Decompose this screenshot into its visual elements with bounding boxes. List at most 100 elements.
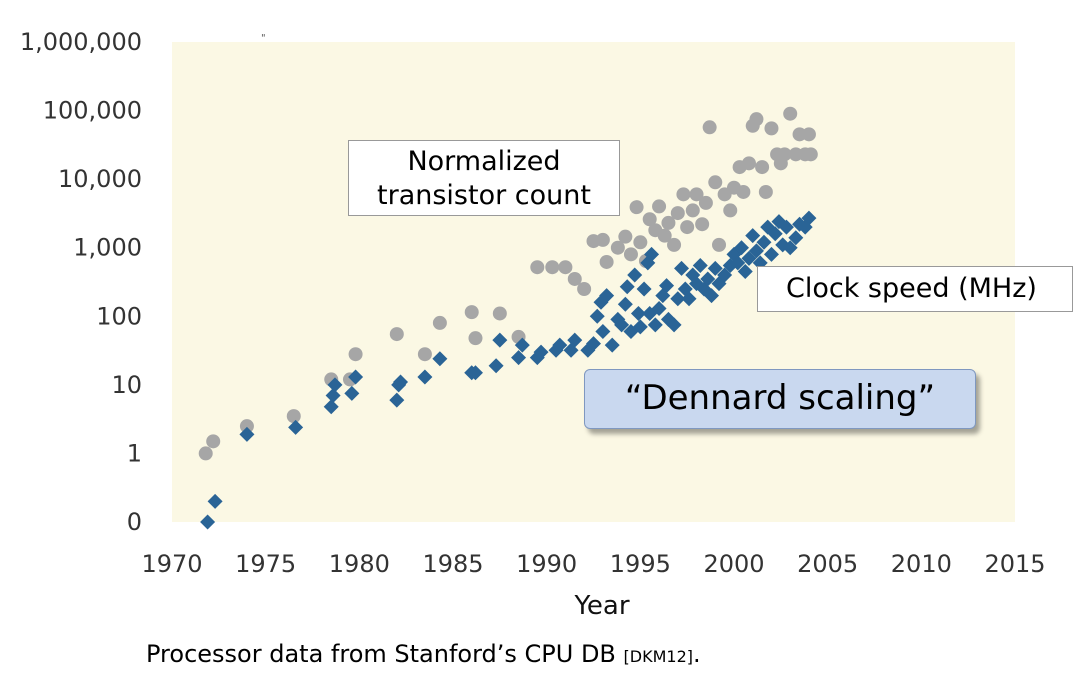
clock-speed-point: [733, 240, 749, 256]
transistor-count-annotation: Normalized transistor count: [348, 140, 620, 216]
dennard-scaling-callout: “Dennard scaling”: [584, 369, 976, 429]
clock-speed-point: [674, 260, 690, 276]
transistor-count-point: [764, 121, 779, 136]
clock-speed-point: [614, 317, 630, 333]
clock-speed-point: [647, 317, 663, 333]
clock-speed-point: [200, 514, 216, 530]
clock-speed-point: [704, 288, 720, 304]
clock-speed-point: [763, 246, 779, 262]
clock-speed-point: [599, 288, 615, 304]
transistor-count-point: [545, 260, 560, 275]
transistor-count-point: [803, 147, 818, 162]
transistor-count-point: [801, 127, 816, 142]
y-tick-label: 1: [127, 439, 142, 467]
clock-speed-point: [417, 369, 433, 385]
clock-speed-point: [745, 228, 761, 244]
x-tick-label: 1990: [516, 550, 577, 578]
clock-speed-point: [756, 234, 772, 250]
transistor-count-point: [610, 240, 625, 255]
transistor-count-point: [567, 271, 582, 286]
annotation-line: Normalized: [407, 146, 561, 177]
transistor-count-point: [432, 315, 447, 330]
clock-speed-point: [207, 493, 223, 509]
transistor-count-point: [667, 237, 682, 252]
annotation-line: transistor count: [377, 180, 591, 211]
clock-speed-point: [323, 399, 339, 415]
clock-speed-annotation: Clock speed (MHz): [757, 266, 1073, 312]
clock-speed-point: [344, 385, 360, 401]
clock-speed-point: [707, 260, 723, 276]
transistor-count-point: [708, 175, 723, 190]
clock-speed-point: [640, 255, 656, 271]
x-axis: 1970 1975 1980 1985 1990 1995 2000 2005 2010 2015: [141, 550, 1045, 578]
transistor-count-point: [558, 260, 573, 275]
transistor-count-point: [652, 199, 667, 214]
caption-end: .: [693, 640, 701, 668]
y-tick-label: 0: [127, 508, 142, 536]
clock-speed-point: [666, 317, 682, 333]
clock-speed-point: [651, 300, 667, 316]
transistor-count-point: [777, 147, 792, 162]
clock-speed-point: [788, 230, 804, 246]
clock-speed-point: [644, 246, 660, 262]
transistor-count-point: [286, 409, 301, 424]
clock-speed-point: [595, 323, 611, 339]
transistor-count-point: [695, 217, 710, 232]
clock-speed-point: [636, 281, 652, 297]
clock-speed-point: [586, 336, 601, 352]
clock-speed-point: [717, 267, 733, 283]
clock-speed-point: [632, 319, 648, 335]
transistor-count-point: [464, 305, 479, 320]
clock-speed-point: [325, 387, 341, 403]
x-tick-label: 2005: [797, 550, 858, 578]
clock-speed-point: [533, 344, 549, 360]
x-axis-title: Year: [573, 591, 629, 621]
clock-speed-point: [692, 258, 708, 274]
clock-speed-point: [767, 226, 783, 242]
stray-mark: ": [261, 33, 266, 44]
x-tick-label: 1995: [610, 550, 671, 578]
figure-caption: Processor data from Stanford’s CPU DB [D…: [146, 640, 701, 668]
clock-speed-point: [801, 210, 817, 226]
y-tick-label: 1,000,000: [20, 28, 142, 56]
transistor-count-point: [599, 254, 614, 269]
transistor-count-point: [492, 306, 507, 321]
transistor-count-point: [702, 120, 717, 135]
clock-speed-point: [552, 337, 568, 353]
clock-speed-point: [730, 255, 746, 271]
transistor-count-point: [389, 327, 404, 342]
transistor-count-point: [629, 200, 644, 215]
clock-speed-point: [389, 392, 405, 408]
y-tick-label: 10: [111, 371, 142, 399]
clock-speed-point: [627, 267, 643, 283]
clock-speed-point: [492, 332, 508, 348]
transistor-count-point: [657, 228, 672, 243]
x-tick-label: 1970: [141, 550, 202, 578]
clock-speed-point: [467, 365, 483, 381]
x-tick-label: 1975: [235, 550, 296, 578]
clock-speed-point: [327, 377, 343, 393]
transistor-count-point: [755, 160, 770, 175]
transistor-count-point: [623, 247, 638, 262]
clock-speed-point: [511, 350, 527, 366]
y-tick-label: 100,000: [43, 97, 142, 125]
y-tick-label: 100: [96, 302, 142, 330]
transistor-count-point: [642, 212, 657, 227]
clock-speed-point: [288, 419, 304, 435]
transistor-count-point: [530, 260, 545, 275]
data-points: [198, 106, 818, 530]
transistor-count-point: [685, 203, 700, 218]
transistor-count-point: [239, 419, 254, 434]
clock-speed-point: [488, 358, 504, 374]
clock-speed-point: [681, 291, 697, 307]
clock-speed-point: [589, 308, 605, 324]
transistor-count-point: [417, 347, 432, 362]
transistor-count-point: [618, 229, 633, 244]
transistor-count-point: [577, 281, 592, 296]
clock-speed-point: [604, 337, 620, 353]
transistor-count-point: [689, 187, 704, 202]
transistor-count-point: [680, 220, 695, 235]
transistor-count-point: [736, 184, 751, 199]
clock-speed-point: [617, 296, 633, 312]
